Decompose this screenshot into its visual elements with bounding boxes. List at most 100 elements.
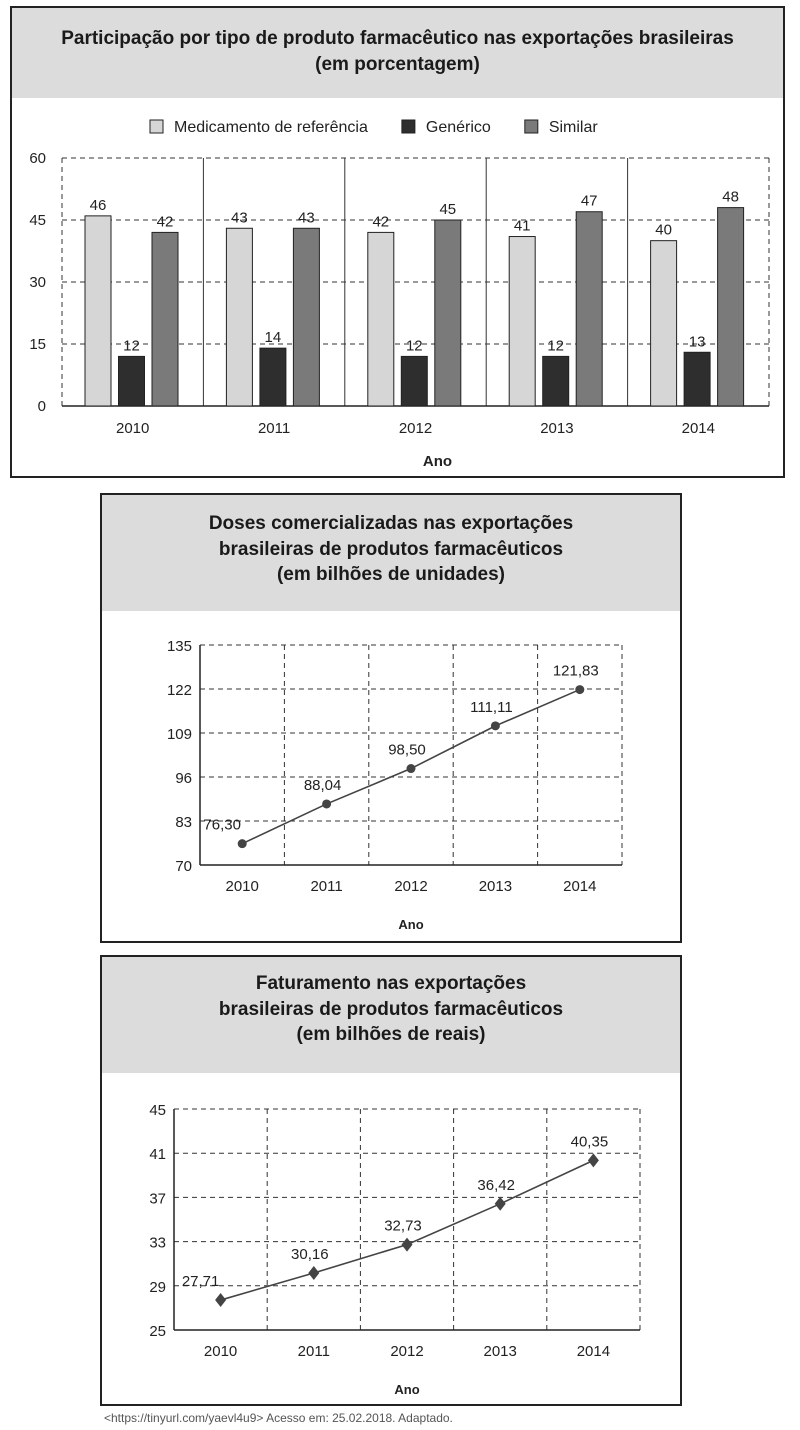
bar-value-label: 40 [655, 222, 672, 239]
data-point [406, 764, 416, 774]
y-tick-label: 37 [149, 1190, 166, 1207]
bar-value-label: 47 [581, 193, 598, 210]
x-axis-title: Ano [394, 1382, 419, 1397]
bar [650, 240, 678, 407]
chart-title-line: (em bilhões de unidades) [276, 564, 506, 586]
bar [434, 219, 462, 407]
y-tick-label: 122 [167, 682, 192, 699]
bar-value-label: 12 [406, 337, 423, 354]
legend-label: Genérico [426, 119, 491, 136]
x-tick-label: 2011 [258, 420, 290, 437]
bar [400, 355, 428, 407]
bar [84, 215, 112, 407]
data-value-label: 40,35 [571, 1133, 609, 1150]
bar-value-label: 45 [439, 201, 456, 218]
bar [683, 351, 711, 407]
y-tick-label: 25 [149, 1323, 166, 1340]
bar [508, 236, 536, 407]
bar [367, 231, 395, 407]
data-point [401, 1237, 413, 1252]
bar-value-label: 12 [547, 337, 564, 354]
x-tick-label: 2011 [298, 1343, 330, 1360]
x-axis-title: Ano [398, 917, 423, 932]
x-tick-label: 2014 [563, 878, 596, 895]
data-value-label: 32,73 [384, 1218, 422, 1235]
y-tick-label: 96 [175, 770, 192, 787]
legend-label: Similar [549, 119, 599, 136]
x-tick-label: 2013 [484, 1343, 517, 1360]
x-tick-label: 2012 [394, 878, 427, 895]
y-tick-label: 60 [29, 150, 46, 167]
bar-value-label: 42 [157, 213, 174, 230]
y-tick-label: 109 [167, 726, 192, 743]
chart-title-block: Doses comercializadas nas exportações br… [102, 495, 680, 611]
y-tick-label: 135 [167, 638, 192, 655]
x-tick-label: 2014 [682, 420, 715, 437]
chart-title-block: Participação por tipo de produto farmacê… [12, 8, 783, 98]
data-point [587, 1153, 599, 1168]
y-tick-label: 30 [29, 274, 46, 291]
x-tick-label: 2012 [399, 420, 432, 437]
chart-title-line: (em bilhões de reais) [296, 1024, 486, 1046]
bar [575, 211, 603, 407]
bar [259, 347, 287, 407]
y-tick-label: 45 [29, 212, 46, 229]
chart-title-line: brasileiras de produtos farmacêuticos [218, 998, 564, 1020]
legend-swatch [149, 119, 164, 134]
source-note: <https://tinyurl.com/yaevl4u9> Acesso em… [104, 1411, 453, 1425]
chart-panel-revenue: Faturamento nas exportações brasileiras … [100, 955, 682, 1406]
bar-chart: Medicamento de referência Genérico Similar… [29, 119, 770, 470]
y-tick-label: 41 [149, 1146, 166, 1163]
x-tick-label: 2012 [390, 1343, 423, 1360]
legend-swatch [401, 119, 416, 134]
y-tick-label: 70 [175, 858, 192, 875]
x-axis-title: Ano [423, 453, 452, 470]
data-point [575, 685, 585, 695]
data-point [490, 721, 500, 731]
data-point [322, 799, 332, 809]
bar-value-label: 42 [372, 213, 389, 230]
x-tick-label: 2014 [577, 1343, 610, 1360]
bar-value-label: 48 [722, 189, 739, 206]
bar-value-label: 12 [123, 337, 140, 354]
line-chart: 25 29 33 37 41 45 27,71 2010 30,16 2011 32,73 2012 3… [149, 1102, 641, 1397]
chart-title: Participação por tipo de produto farmacê… [61, 28, 734, 49]
bar [292, 227, 320, 407]
chart-title-block: Faturamento nas exportações brasileiras … [102, 957, 680, 1073]
data-point [494, 1196, 506, 1211]
bar-value-label: 14 [265, 329, 282, 346]
bar [542, 355, 570, 407]
data-value-label: 76,30 [203, 817, 241, 834]
data-value-label: 88,04 [304, 777, 342, 794]
bar-value-label: 43 [298, 209, 315, 226]
data-value-label: 30,16 [291, 1246, 329, 1263]
data-value-label: 121,83 [553, 663, 599, 680]
x-tick-label: 2011 [310, 878, 342, 895]
data-point [308, 1265, 320, 1280]
x-tick-label: 2013 [479, 878, 512, 895]
legend-swatch [524, 119, 539, 134]
chart-subtitle: (em porcentagem) [315, 53, 480, 75]
data-value-label: 36,42 [477, 1177, 515, 1194]
data-value-label: 98,50 [388, 742, 426, 759]
chart-panel-doses: Doses comercializadas nas exportações br… [100, 493, 682, 943]
bar-value-label: 41 [514, 218, 531, 235]
x-tick-label: 2010 [204, 1343, 237, 1360]
data-point [215, 1293, 227, 1308]
data-value-label: 27,71 [182, 1273, 220, 1290]
bar-value-label: 43 [231, 209, 248, 226]
chart-panel-export-share: Participação por tipo de produto farmacê… [10, 6, 785, 478]
bar [225, 227, 253, 407]
bar [717, 207, 745, 407]
chart-title-line: Doses comercializadas nas exportações [208, 513, 574, 534]
x-tick-label: 2010 [226, 878, 259, 895]
y-tick-label: 15 [29, 336, 46, 353]
y-tick-label: 0 [38, 398, 46, 415]
bar [118, 355, 145, 407]
bar-value-label: 13 [689, 333, 706, 350]
line-chart: 70 83 96 109 122 135 76,30 2010 88,04 2011 98,50 20… [167, 638, 623, 932]
data-point [237, 839, 247, 849]
data-value-label: 111,11 [470, 699, 513, 716]
legend-label: Medicamento de referência [174, 119, 368, 136]
x-tick-label: 2010 [116, 420, 149, 437]
